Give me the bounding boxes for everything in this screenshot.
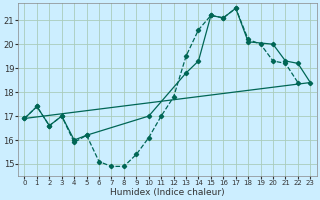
- X-axis label: Humidex (Indice chaleur): Humidex (Indice chaleur): [110, 188, 225, 197]
